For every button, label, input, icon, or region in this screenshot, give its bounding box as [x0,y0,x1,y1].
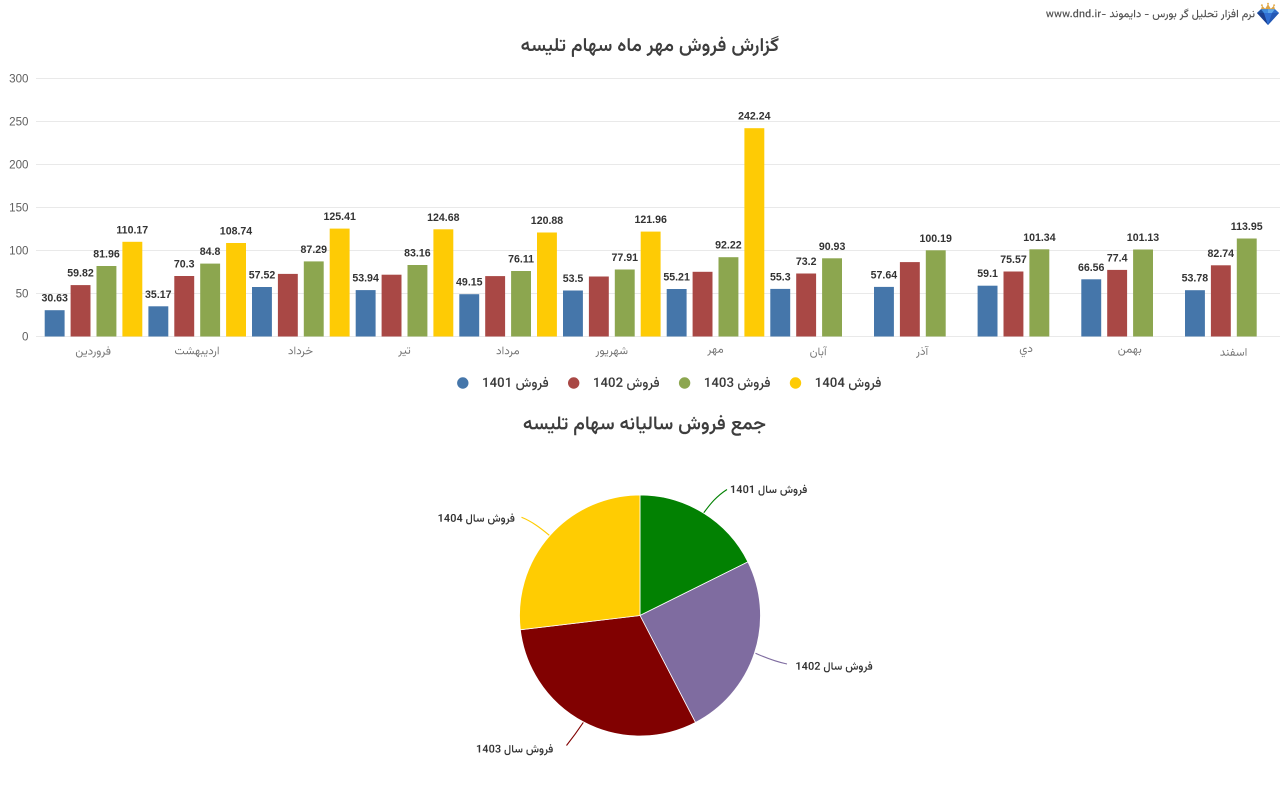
svg-text:250: 250 [9,116,28,129]
svg-text:50: 50 [16,288,29,301]
svg-text:101.13: 101.13 [1127,232,1160,244]
svg-text:124.68: 124.68 [427,212,460,224]
svg-text:30.63: 30.63 [41,293,68,305]
svg-text:57.64: 57.64 [871,269,898,281]
svg-text:125.41: 125.41 [323,211,356,223]
svg-text:120.88: 120.88 [531,215,564,227]
svg-text:35.17: 35.17 [145,289,172,301]
svg-text:77.91: 77.91 [612,252,639,264]
svg-text:200: 200 [9,159,28,172]
svg-text:83.16: 83.16 [404,248,431,260]
svg-text:300: 300 [9,73,28,86]
svg-text:150: 150 [9,202,28,215]
svg-text:121.96: 121.96 [634,214,667,226]
svg-text:55.3: 55.3 [770,271,791,283]
svg-text:110.17: 110.17 [116,224,148,236]
svg-text:55.21: 55.21 [663,272,690,284]
svg-text:75.57: 75.57 [1000,254,1027,266]
svg-text:59.82: 59.82 [67,268,94,280]
svg-text:113.95: 113.95 [1231,221,1263,233]
svg-text:49.15: 49.15 [456,277,483,289]
svg-text:108.74: 108.74 [220,226,253,238]
svg-text:57.52: 57.52 [249,270,276,282]
svg-text:101.34: 101.34 [1023,232,1056,244]
svg-text:0: 0 [22,331,28,344]
svg-text:82.74: 82.74 [1208,248,1235,260]
svg-text:77.4: 77.4 [1107,252,1128,264]
svg-text:53.94: 53.94 [352,273,379,285]
svg-text:59.1: 59.1 [977,268,998,280]
svg-text:53.78: 53.78 [1182,273,1209,285]
svg-text:73.2: 73.2 [796,256,817,268]
svg-text:90.93: 90.93 [819,241,846,253]
svg-text:81.96: 81.96 [93,249,120,261]
svg-text:66.56: 66.56 [1078,262,1105,274]
svg-text:84.8: 84.8 [200,246,221,258]
svg-text:100.19: 100.19 [919,233,952,245]
svg-text:53.5: 53.5 [563,273,584,285]
svg-text:87.29: 87.29 [301,244,328,256]
svg-text:70.3: 70.3 [174,259,195,271]
svg-text:100: 100 [9,245,28,258]
svg-text:92.22: 92.22 [715,240,742,252]
svg-text:242.24: 242.24 [738,111,771,123]
svg-text:76.11: 76.11 [508,254,534,266]
